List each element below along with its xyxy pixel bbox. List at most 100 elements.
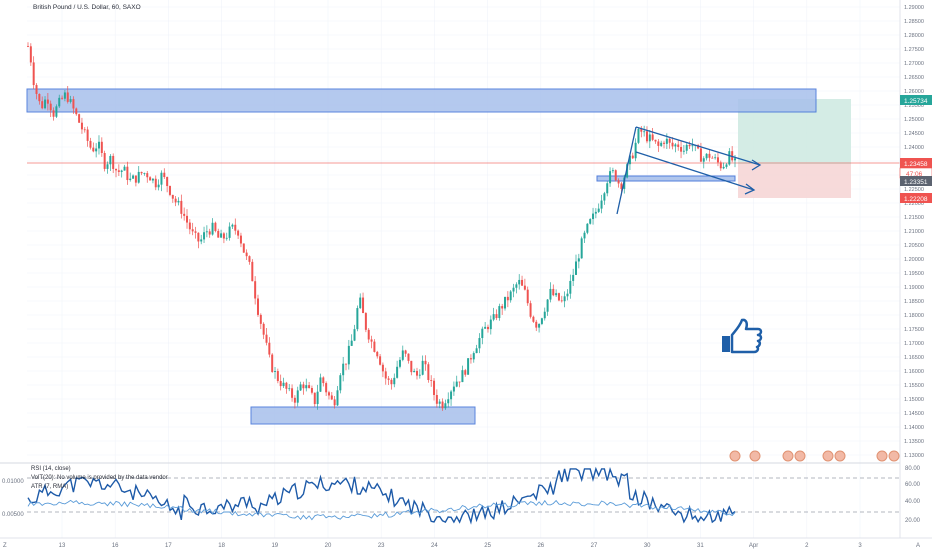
price-tick: 1.22500 <box>904 187 924 193</box>
candle-body <box>80 122 83 130</box>
channel-drawing[interactable] <box>616 126 762 215</box>
candle-body <box>552 288 555 296</box>
candle-body <box>41 101 44 109</box>
candle-body <box>509 291 512 301</box>
volume-label[interactable]: VolT(20): No volume is provided by the d… <box>31 475 168 481</box>
candle-body <box>44 99 47 109</box>
candle-body <box>407 353 410 361</box>
candle-body <box>492 314 495 320</box>
resistance-zone[interactable] <box>26 88 817 113</box>
candle-body <box>697 145 700 149</box>
candle-body <box>168 186 171 195</box>
candle-body <box>214 222 217 231</box>
candle-body <box>506 296 509 301</box>
candle-body <box>614 170 617 181</box>
candle-body <box>637 128 640 143</box>
candle-body <box>234 224 237 231</box>
candle-body <box>611 170 614 172</box>
candle-body <box>609 171 612 184</box>
current-price-label: 1.23458 <box>904 161 928 168</box>
breakout-zone[interactable] <box>596 175 736 182</box>
price-tick: 1.28500 <box>904 19 924 25</box>
candle-body <box>29 46 32 63</box>
candle-body <box>174 198 177 203</box>
candle-body <box>163 172 166 178</box>
candle-body <box>648 134 651 142</box>
candle-body <box>645 131 648 142</box>
rsi-label[interactable]: RSI (14, close) <box>31 466 71 472</box>
candle-body <box>313 392 316 405</box>
time-tick: Apr <box>749 543 758 549</box>
thumbs-up-icon <box>722 318 763 354</box>
rsi-tick-60: 60.00 <box>905 482 921 488</box>
candle-body <box>682 150 685 152</box>
price-tick: 1.25000 <box>904 117 924 123</box>
candle-body <box>626 164 629 178</box>
symbol-title[interactable]: British Pound / U.S. Dollar, 60, SAXO <box>33 4 141 11</box>
candle-body <box>580 238 583 259</box>
candle-body <box>577 258 580 262</box>
candle-body <box>583 232 586 239</box>
rsi-tick-40: 40.00 <box>905 499 921 505</box>
indicator-axis: 80.00 60.00 40.00 20.00 0.01000 0.00500 <box>2 466 921 524</box>
time-tick: 30 <box>644 543 651 549</box>
candle-body <box>27 46 29 47</box>
atr-label[interactable]: ATR (7, RMA) <box>31 484 68 490</box>
candle-body <box>55 106 58 117</box>
candle-body <box>194 231 197 233</box>
candle-body <box>140 171 143 174</box>
candle-body <box>654 139 657 142</box>
candle-body <box>347 345 350 365</box>
candle-body <box>574 261 577 275</box>
candle-body <box>279 381 282 387</box>
price-tick: 1.21000 <box>904 229 924 235</box>
candle-body <box>35 85 38 94</box>
candle-body <box>126 166 129 181</box>
candle-body <box>538 323 541 328</box>
candle-body <box>296 390 299 403</box>
candle-body <box>271 354 274 372</box>
price-tick: 1.20500 <box>904 243 924 249</box>
auto-scale-toggle[interactable]: A <box>916 543 920 549</box>
candle-body <box>350 340 353 346</box>
candle-body <box>489 319 492 330</box>
candle-body <box>390 379 393 385</box>
candle-body <box>63 92 66 99</box>
candle-body <box>132 175 135 179</box>
time-tick: 23 <box>378 543 385 549</box>
candle-body <box>413 370 416 373</box>
candle-body <box>134 175 137 183</box>
candle-body <box>455 381 458 387</box>
rsi-line <box>27 466 736 525</box>
price-tick: 1.19500 <box>904 271 924 277</box>
price-tick: 1.25500 <box>904 103 924 109</box>
candle-body <box>685 144 688 151</box>
countdown-label: 47:06 <box>906 171 923 178</box>
candle-body <box>373 341 376 352</box>
candle-body <box>376 351 379 357</box>
economic-event-icons[interactable] <box>729 450 900 462</box>
candle-body <box>396 366 399 378</box>
atr-line <box>27 499 736 521</box>
candle-body <box>123 166 126 171</box>
candle-body <box>410 360 413 373</box>
time-axis[interactable]: 13 16 17 18 19 20 23 24 25 26 27 30 31 Apr 2 3 <box>59 543 863 549</box>
candle-body <box>188 222 191 230</box>
candle-body <box>634 142 637 159</box>
candle-body <box>336 390 339 406</box>
candle-body <box>569 280 572 294</box>
candle-body <box>69 99 72 102</box>
candle-body <box>433 380 436 396</box>
candle-body <box>282 382 285 387</box>
candle-body <box>274 371 277 372</box>
candle-body <box>572 274 575 281</box>
timezone-corner[interactable]: Z <box>3 543 7 549</box>
price-tick: 1.18000 <box>904 313 924 319</box>
support-zone[interactable] <box>250 406 476 425</box>
price-tick: 1.13500 <box>904 439 924 445</box>
price-tick: 1.20000 <box>904 257 924 263</box>
time-tick: 18 <box>218 543 225 549</box>
candle-body <box>691 145 694 147</box>
candle-body <box>557 293 560 301</box>
